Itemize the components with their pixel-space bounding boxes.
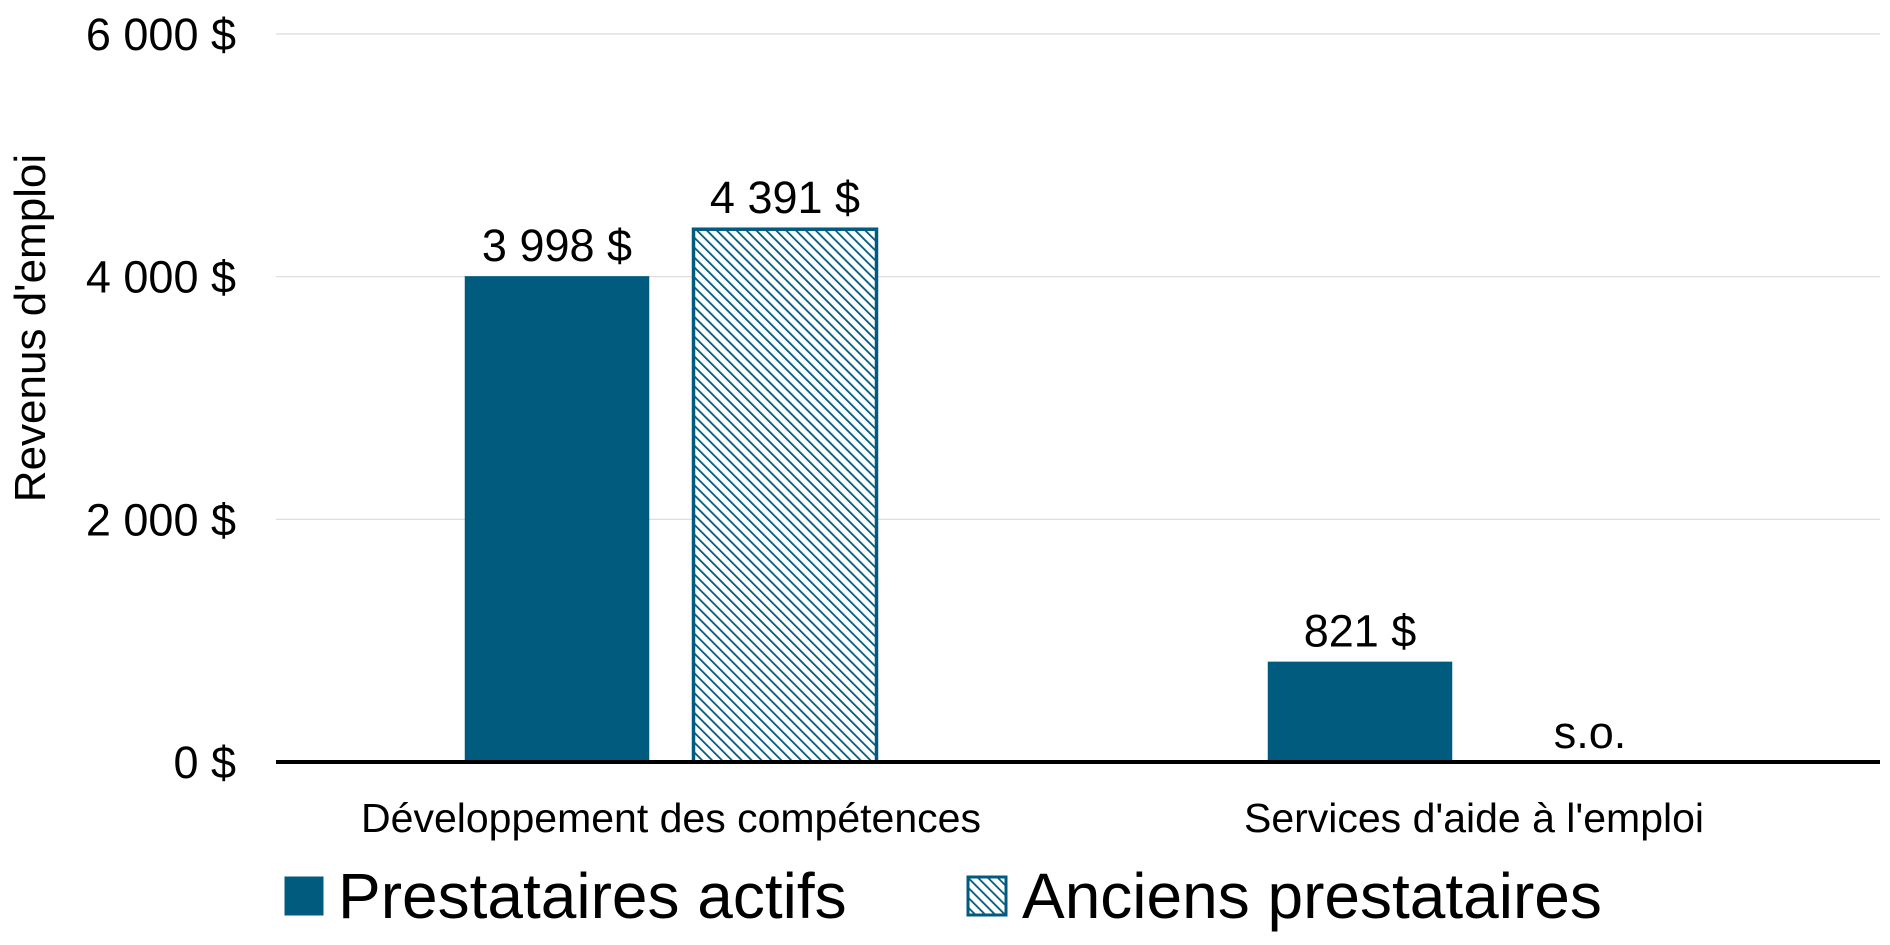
y-axis-title: Revenus d'emploi xyxy=(6,154,55,502)
bar-prestataires-actifs-developpement-des-competences xyxy=(464,276,650,763)
x-tick-label-services-d-aide-a-l-emploi: Services d'aide à l'emploi xyxy=(1244,795,1704,841)
y-tick-label-0: 0 $ xyxy=(173,737,236,788)
y-tick-label-4000: 4 000 $ xyxy=(86,252,236,303)
data-label-prestataires-actifs-services-d-aide-a-l-emploi: 821 $ xyxy=(1304,605,1417,656)
y-tick-label-2000: 2 000 $ xyxy=(86,494,236,545)
data-label-anciens-prestataires-developpement-des-competences: 4 391 $ xyxy=(710,172,860,223)
legend-swatch-prestataires-actifs xyxy=(284,876,324,916)
x-tick-label-developpement-des-competences: Développement des compétences xyxy=(361,795,981,841)
data-label-prestataires-actifs-developpement-des-competences: 3 998 $ xyxy=(482,220,632,271)
legend: Prestataires actifs Anciens prestataires xyxy=(284,860,1602,932)
bar-prestataires-actifs-services-d-aide-a-l-emploi xyxy=(1267,661,1453,763)
data-label-anciens-prestataires-services-d-aide-a-l-emploi: s.o. xyxy=(1554,707,1627,758)
y-tick-label-6000: 6 000 $ xyxy=(86,9,236,60)
legend-label-anciens-prestataires: Anciens prestataires xyxy=(1022,860,1602,932)
legend-label-prestataires-actifs: Prestataires actifs xyxy=(338,860,847,932)
bar-anciens-prestataires-developpement-des-competences xyxy=(691,227,879,764)
bars xyxy=(464,227,1453,764)
labels: 0 $ 2 000 $ 4 000 $ 6 000 $ Revenus d'emploi… xyxy=(6,9,1704,841)
legend-swatch-anciens-prestataires xyxy=(966,875,1008,917)
